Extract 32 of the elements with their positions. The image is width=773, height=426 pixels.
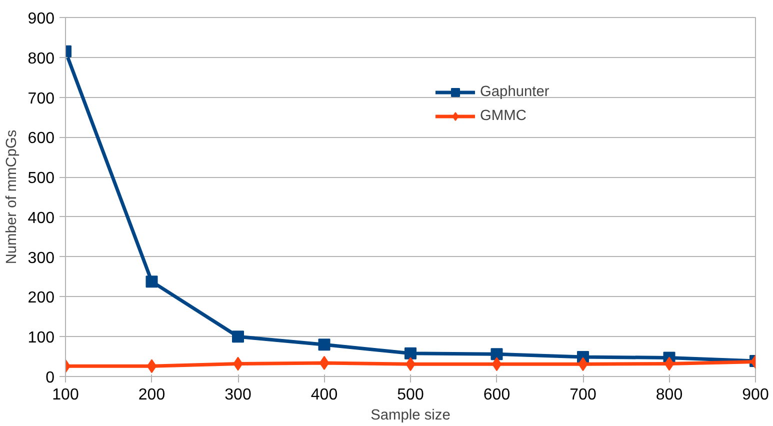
legend-label: Gaphunter bbox=[480, 84, 550, 100]
y-tick-label: 600 bbox=[28, 130, 55, 148]
x-tick-label: 600 bbox=[483, 386, 510, 404]
point bbox=[664, 356, 674, 371]
point bbox=[492, 357, 502, 372]
y-tick-label: 800 bbox=[28, 50, 55, 68]
y-tick-label: 700 bbox=[28, 90, 55, 108]
y-tick-label: 200 bbox=[28, 290, 55, 307]
y-tick-label: 400 bbox=[28, 210, 55, 227]
point bbox=[146, 276, 158, 288]
x-tick-label: 800 bbox=[656, 386, 683, 404]
legend-label: GMMC bbox=[480, 108, 526, 124]
point bbox=[490, 348, 503, 360]
y-tick-label: 500 bbox=[28, 170, 55, 188]
x-tick-label: 400 bbox=[310, 386, 338, 404]
point bbox=[232, 330, 244, 343]
x-tick-label: 100 bbox=[52, 386, 79, 404]
point bbox=[404, 347, 416, 360]
y-axis-title: Number of mmCpGs bbox=[4, 130, 20, 264]
y-tick-label: 0 bbox=[46, 370, 55, 386]
point bbox=[319, 356, 330, 370]
y-tick-label: 100 bbox=[28, 330, 55, 347]
x-tick-label: 200 bbox=[138, 386, 166, 404]
x-tick-label: 300 bbox=[224, 386, 252, 404]
x-tick-label: 700 bbox=[570, 386, 596, 404]
y-tick-label: 900 bbox=[28, 10, 55, 28]
x-tick-label: 900 bbox=[742, 386, 769, 404]
x-axis-title: Sample size bbox=[370, 408, 450, 424]
point bbox=[318, 338, 330, 351]
x-tick-label: 500 bbox=[397, 386, 424, 404]
y-tick-label: 300 bbox=[28, 250, 55, 267]
point bbox=[146, 359, 157, 374]
